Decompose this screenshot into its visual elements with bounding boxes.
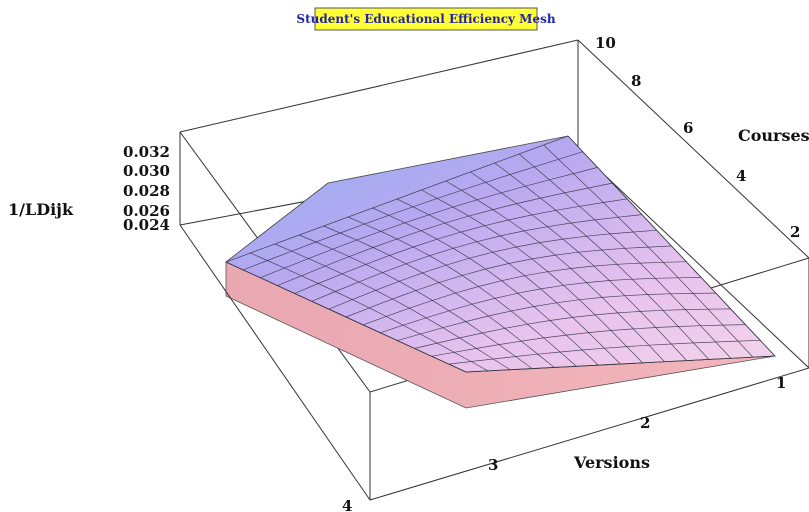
x-tick-label: 1	[776, 374, 786, 392]
z-axis-title: 1/LDijk	[8, 200, 74, 219]
mesh-line	[431, 324, 746, 357]
y-tick-label: 8	[631, 72, 641, 90]
box-edge	[369, 367, 809, 501]
mesh-line	[414, 308, 731, 349]
mesh-line	[465, 355, 776, 373]
mesh-line	[397, 292, 716, 341]
z-tick-label: 0.032	[123, 143, 170, 161]
z-tick-label: 0.030	[123, 162, 170, 180]
surface-mesh	[225, 135, 776, 409]
y-tick-label: 10	[595, 34, 616, 52]
x-tick-label: 3	[488, 456, 498, 474]
surface-top-face	[225, 135, 776, 373]
y-tick-label: 2	[790, 223, 800, 241]
mesh-line	[380, 277, 702, 334]
x-tick-label: 2	[640, 414, 650, 432]
chart-title-box	[314, 7, 538, 31]
box-edge	[179, 39, 579, 133]
x-axis-title: Versions	[573, 453, 650, 472]
z-tick-label: 0.024	[123, 216, 170, 234]
mesh-line	[518, 153, 732, 359]
box-edge	[577, 39, 809, 259]
mesh-line	[494, 162, 710, 360]
mesh-line	[543, 144, 754, 358]
mesh-line	[445, 180, 665, 362]
mesh-line	[567, 135, 776, 357]
mesh-line	[470, 171, 687, 361]
mesh-line	[345, 245, 672, 318]
y-tick-label: 4	[736, 167, 746, 185]
box-edge	[179, 224, 371, 501]
mesh-line	[362, 261, 687, 326]
x-tick-label: 4	[342, 497, 352, 512]
mesh-line	[448, 339, 761, 365]
chart-title-text: Student's Educational Efficiency Mesh	[296, 12, 555, 26]
z-tick-label: 0.028	[123, 182, 170, 200]
chart-title: Student's Educational Efficiency Mesh	[296, 7, 556, 31]
mesh-line	[421, 189, 643, 364]
box-edge	[577, 149, 809, 369]
z-tick-label: 0.026	[123, 202, 170, 220]
y-axis-title: Courses	[738, 126, 809, 145]
bounding-box-front	[179, 224, 809, 501]
y-tick-label: 6	[683, 119, 693, 137]
